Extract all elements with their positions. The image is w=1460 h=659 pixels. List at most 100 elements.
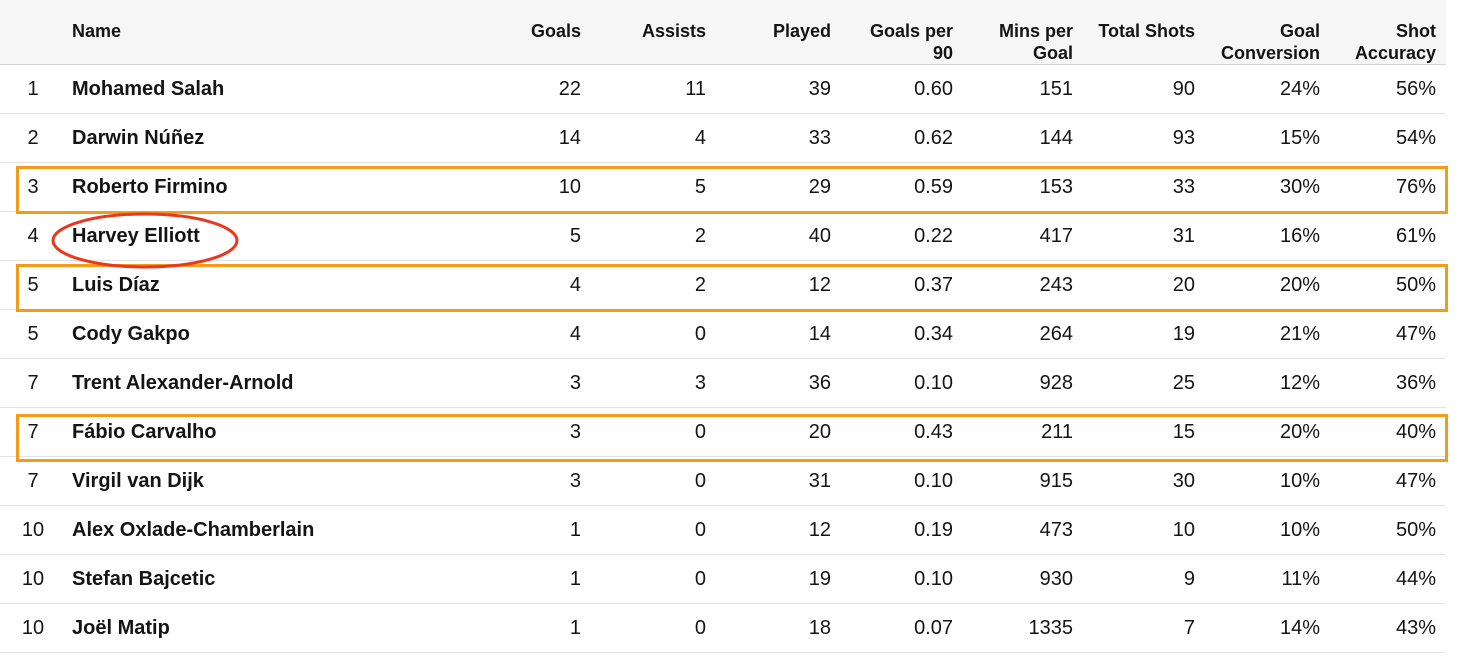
cell-rank: 10 <box>0 603 62 653</box>
cell-shot-accuracy: 76% <box>1330 162 1446 212</box>
cell-goals-per-90: 0.60 <box>841 64 963 114</box>
cell-goals: 5 <box>496 211 591 261</box>
cell-shot-accuracy: 36% <box>1330 358 1446 408</box>
cell-goals: 14 <box>496 113 591 163</box>
cell-shot-accuracy: 54% <box>1330 113 1446 163</box>
cell-mins-per-goal: 151 <box>963 64 1083 114</box>
cell-shot-accuracy: 47% <box>1330 456 1446 506</box>
cell-rank: 7 <box>0 407 62 457</box>
table-row: 4 Harvey Elliott 5 2 40 0.22 417 31 16% 61% <box>0 211 1446 261</box>
cell-mins-per-goal: 144 <box>963 113 1083 163</box>
cell-goal-conversion: 14% <box>1205 603 1330 653</box>
cell-rank: 7 <box>0 456 62 506</box>
cell-played: 36 <box>716 358 841 408</box>
cell-assists: 5 <box>591 162 716 212</box>
cell-played: 20 <box>716 407 841 457</box>
cell-goal-conversion: 21% <box>1205 309 1330 359</box>
table-row: 7 Fábio Carvalho 3 0 20 0.43 211 15 20% 40% <box>0 407 1446 457</box>
cell-goals: 4 <box>496 309 591 359</box>
cell-name: Cody Gakpo <box>62 309 496 359</box>
cell-assists: 0 <box>591 407 716 457</box>
cell-goals-per-90: 0.10 <box>841 456 963 506</box>
cell-name: Mohamed Salah <box>62 64 496 114</box>
cell-total-shots: 20 <box>1083 260 1205 310</box>
cell-played: 18 <box>716 603 841 653</box>
cell-played: 33 <box>716 113 841 163</box>
cell-rank: 5 <box>0 309 62 359</box>
cell-goals: 1 <box>496 554 591 604</box>
cell-rank: 7 <box>0 358 62 408</box>
header-total-shots[interactable]: Total Shots <box>1083 0 1205 65</box>
cell-mins-per-goal: 211 <box>963 407 1083 457</box>
table-row: 10 Alex Oxlade-Chamberlain 1 0 12 0.19 473 10 10… <box>0 505 1446 555</box>
cell-goals-per-90: 0.10 <box>841 554 963 604</box>
cell-mins-per-goal: 930 <box>963 554 1083 604</box>
table-row: 7 Trent Alexander-Arnold 3 3 36 0.10 928 25 12% 3… <box>0 358 1446 408</box>
header-name[interactable]: Name <box>62 0 496 65</box>
cell-total-shots: 33 <box>1083 162 1205 212</box>
header-played[interactable]: Played <box>716 0 841 65</box>
cell-mins-per-goal: 264 <box>963 309 1083 359</box>
header-assists[interactable]: Assists <box>591 0 716 65</box>
cell-goal-conversion: 20% <box>1205 260 1330 310</box>
cell-goals-per-90: 0.19 <box>841 505 963 555</box>
cell-assists: 0 <box>591 505 716 555</box>
cell-goals-per-90: 0.62 <box>841 113 963 163</box>
cell-name: Fábio Carvalho <box>62 407 496 457</box>
cell-mins-per-goal: 1335 <box>963 603 1083 653</box>
cell-played: 39 <box>716 64 841 114</box>
cell-goals: 4 <box>496 260 591 310</box>
cell-total-shots: 93 <box>1083 113 1205 163</box>
cell-goals: 22 <box>496 64 591 114</box>
cell-mins-per-goal: 928 <box>963 358 1083 408</box>
cell-shot-accuracy: 43% <box>1330 603 1446 653</box>
cell-total-shots: 30 <box>1083 456 1205 506</box>
cell-shot-accuracy: 50% <box>1330 260 1446 310</box>
cell-name: Roberto Firmino <box>62 162 496 212</box>
cell-assists: 0 <box>591 309 716 359</box>
table-row: 5 Cody Gakpo 4 0 14 0.34 264 19 21% 47% <box>0 309 1446 359</box>
cell-rank: 3 <box>0 162 62 212</box>
cell-goals-per-90: 0.34 <box>841 309 963 359</box>
cell-played: 14 <box>716 309 841 359</box>
cell-played: 12 <box>716 505 841 555</box>
cell-assists: 2 <box>591 211 716 261</box>
cell-rank: 10 <box>0 505 62 555</box>
cell-goals: 1 <box>496 505 591 555</box>
header-shot-accuracy[interactable]: Shot Accuracy <box>1330 0 1446 65</box>
cell-goals-per-90: 0.59 <box>841 162 963 212</box>
cell-goals: 3 <box>496 456 591 506</box>
cell-goal-conversion: 15% <box>1205 113 1330 163</box>
cell-shot-accuracy: 47% <box>1330 309 1446 359</box>
cell-name: Harvey Elliott <box>62 211 496 261</box>
cell-mins-per-goal: 153 <box>963 162 1083 212</box>
cell-goals-per-90: 0.10 <box>841 358 963 408</box>
cell-assists: 11 <box>591 64 716 114</box>
header-mins-per-goal[interactable]: Mins per Goal <box>963 0 1083 65</box>
table-row: 2 Darwin Núñez 14 4 33 0.62 144 93 15% 54% <box>0 113 1446 163</box>
cell-goals-per-90: 0.22 <box>841 211 963 261</box>
cell-name: Stefan Bajcetic <box>62 554 496 604</box>
cell-total-shots: 25 <box>1083 358 1205 408</box>
cell-goal-conversion: 30% <box>1205 162 1330 212</box>
cell-mins-per-goal: 243 <box>963 260 1083 310</box>
cell-goal-conversion: 11% <box>1205 554 1330 604</box>
table-row: 10 Stefan Bajcetic 1 0 19 0.10 930 9 11% 44% <box>0 554 1446 604</box>
cell-rank: 2 <box>0 113 62 163</box>
cell-shot-accuracy: 61% <box>1330 211 1446 261</box>
header-goals-per-90[interactable]: Goals per 90 <box>841 0 963 65</box>
cell-goals-per-90: 0.37 <box>841 260 963 310</box>
cell-name: Virgil van Dijk <box>62 456 496 506</box>
header-goals[interactable]: Goals <box>496 0 591 65</box>
cell-shot-accuracy: 50% <box>1330 505 1446 555</box>
cell-name: Luis Díaz <box>62 260 496 310</box>
table-row: 1 Mohamed Salah 22 11 39 0.60 151 90 24% 56% <box>0 64 1446 114</box>
header-goal-conversion[interactable]: Goal Conversion <box>1205 0 1330 65</box>
cell-assists: 3 <box>591 358 716 408</box>
table-header-row: Name Goals Assists Played Goals per 90 M… <box>0 0 1446 65</box>
cell-total-shots: 90 <box>1083 64 1205 114</box>
cell-total-shots: 10 <box>1083 505 1205 555</box>
cell-mins-per-goal: 915 <box>963 456 1083 506</box>
cell-rank: 10 <box>0 554 62 604</box>
